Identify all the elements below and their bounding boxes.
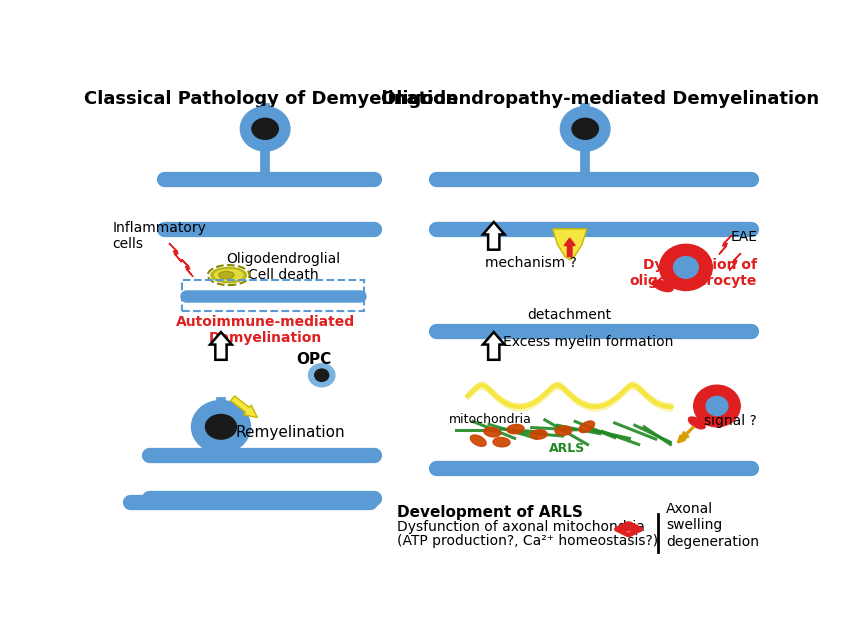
Ellipse shape	[309, 364, 335, 387]
Ellipse shape	[314, 369, 329, 382]
Ellipse shape	[579, 421, 594, 433]
Ellipse shape	[493, 438, 510, 447]
Text: OPC: OPC	[297, 352, 332, 368]
Text: Remyelination: Remyelination	[236, 425, 345, 440]
Ellipse shape	[241, 106, 290, 151]
Polygon shape	[729, 254, 741, 271]
Polygon shape	[210, 332, 232, 360]
Ellipse shape	[252, 118, 278, 140]
Ellipse shape	[253, 175, 277, 183]
Text: Development of ARLS: Development of ARLS	[397, 505, 583, 520]
Polygon shape	[230, 396, 258, 417]
Text: Excess myelin formation: Excess myelin formation	[503, 335, 673, 349]
Ellipse shape	[211, 268, 246, 283]
Ellipse shape	[555, 426, 572, 435]
Ellipse shape	[694, 385, 740, 427]
Polygon shape	[181, 260, 193, 276]
Ellipse shape	[560, 106, 610, 151]
Text: Inflammatory
cells: Inflammatory cells	[112, 221, 207, 252]
Polygon shape	[564, 238, 575, 257]
Text: (ATP production?, Ca²⁺ homeostasis?): (ATP production?, Ca²⁺ homeostasis?)	[397, 534, 658, 548]
Ellipse shape	[530, 430, 547, 439]
Text: EAE: EAE	[730, 229, 757, 243]
Polygon shape	[483, 222, 505, 250]
Text: ARLS: ARLS	[549, 442, 586, 455]
Ellipse shape	[574, 175, 597, 183]
Text: signal ?: signal ?	[705, 415, 757, 429]
Text: Axonal
swelling
degeneration: Axonal swelling degeneration	[666, 502, 759, 548]
Polygon shape	[552, 229, 586, 260]
Ellipse shape	[470, 435, 486, 447]
Ellipse shape	[209, 452, 233, 459]
Polygon shape	[719, 236, 732, 254]
Text: mechanism ?: mechanism ?	[485, 256, 577, 270]
Text: Autoimmune-mediated
Demyelination: Autoimmune-mediated Demyelination	[176, 315, 354, 345]
Ellipse shape	[507, 424, 524, 434]
Polygon shape	[169, 243, 182, 262]
Text: mitochondria: mitochondria	[449, 413, 532, 426]
Polygon shape	[483, 332, 505, 360]
Ellipse shape	[660, 245, 712, 290]
Text: detachment: detachment	[528, 308, 612, 322]
Text: Oligodendropathy-mediated Demyelination: Oligodendropathy-mediated Demyelination	[381, 90, 819, 108]
Ellipse shape	[572, 118, 598, 140]
Ellipse shape	[218, 271, 234, 279]
Ellipse shape	[206, 415, 236, 439]
Ellipse shape	[706, 396, 728, 415]
Ellipse shape	[653, 280, 673, 292]
Text: Dysfunction of axonal mitochondria: Dysfunction of axonal mitochondria	[397, 520, 645, 534]
Ellipse shape	[484, 427, 501, 437]
Text: Classical Pathology of Demyelination: Classical Pathology of Demyelination	[84, 90, 458, 108]
Text: Dysfunction of
oligodendrocyte: Dysfunction of oligodendrocyte	[630, 258, 757, 288]
Ellipse shape	[673, 257, 699, 278]
Ellipse shape	[688, 417, 705, 429]
Text: Oligodendroglial
Cell death: Oligodendroglial Cell death	[226, 252, 340, 282]
Ellipse shape	[215, 269, 242, 280]
Ellipse shape	[191, 401, 251, 453]
